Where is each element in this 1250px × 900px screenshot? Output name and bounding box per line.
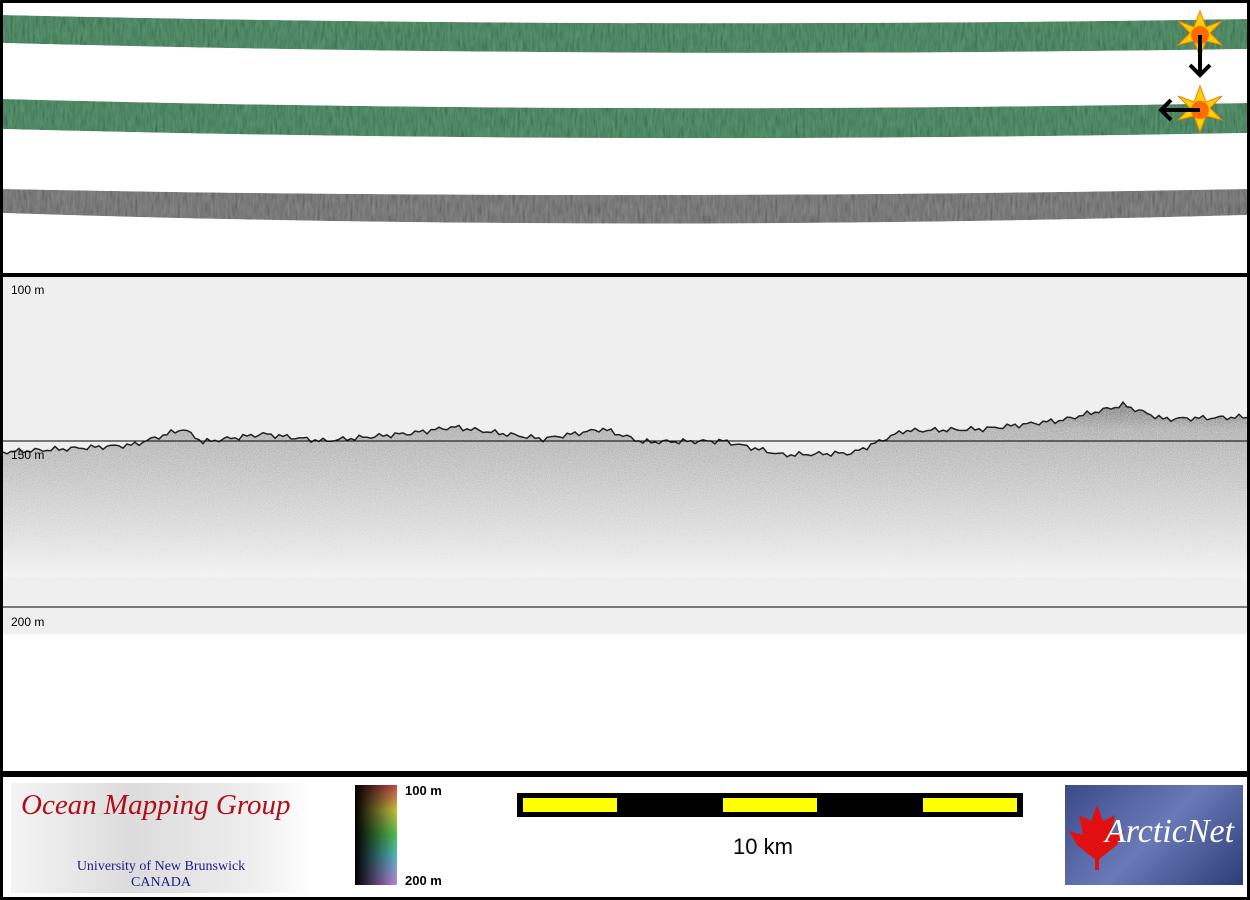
legend-panel: Ocean Mapping Group University of New Br…: [3, 777, 1247, 897]
arrow-left-icon: [1158, 98, 1200, 122]
arcticnet-logo: ArcticNet: [1065, 785, 1243, 885]
logo-country: CANADA: [131, 875, 191, 890]
echogram: [3, 277, 1247, 634]
backscatter-swath: [3, 189, 1247, 224]
arrow-down-icon: [1188, 35, 1212, 78]
maple-leaf-icon: [1069, 805, 1125, 870]
logo-university: University of New Brunswick: [76, 859, 246, 874]
bathymetry-swath-2: [3, 99, 1247, 139]
logo-title: Ocean Mapping Group: [21, 789, 291, 821]
scale-bar: [517, 793, 1023, 817]
swath-strips: [3, 9, 1247, 224]
bathymetry-swath-1: [3, 15, 1247, 53]
echogram-panel: 100 m 150 m 200 m: [3, 277, 1247, 771]
swath-panel: [3, 3, 1247, 273]
depth-label-150: 150 m: [11, 448, 45, 462]
scale-bar-label: 10 km: [733, 834, 793, 859]
colorbar-top-label: 100 m: [405, 783, 442, 798]
ocean-mapping-group-logo: Ocean Mapping Group University of New Br…: [11, 783, 311, 893]
sub-bottom-returns: [3, 402, 1247, 577]
arcticnet-title: ArcticNet: [1105, 813, 1235, 850]
depth-label-100: 100 m: [11, 283, 45, 297]
depth-colorbar: [355, 785, 397, 885]
colorbar-bottom-label: 200 m: [405, 873, 442, 888]
depth-label-200: 200 m: [11, 615, 45, 629]
